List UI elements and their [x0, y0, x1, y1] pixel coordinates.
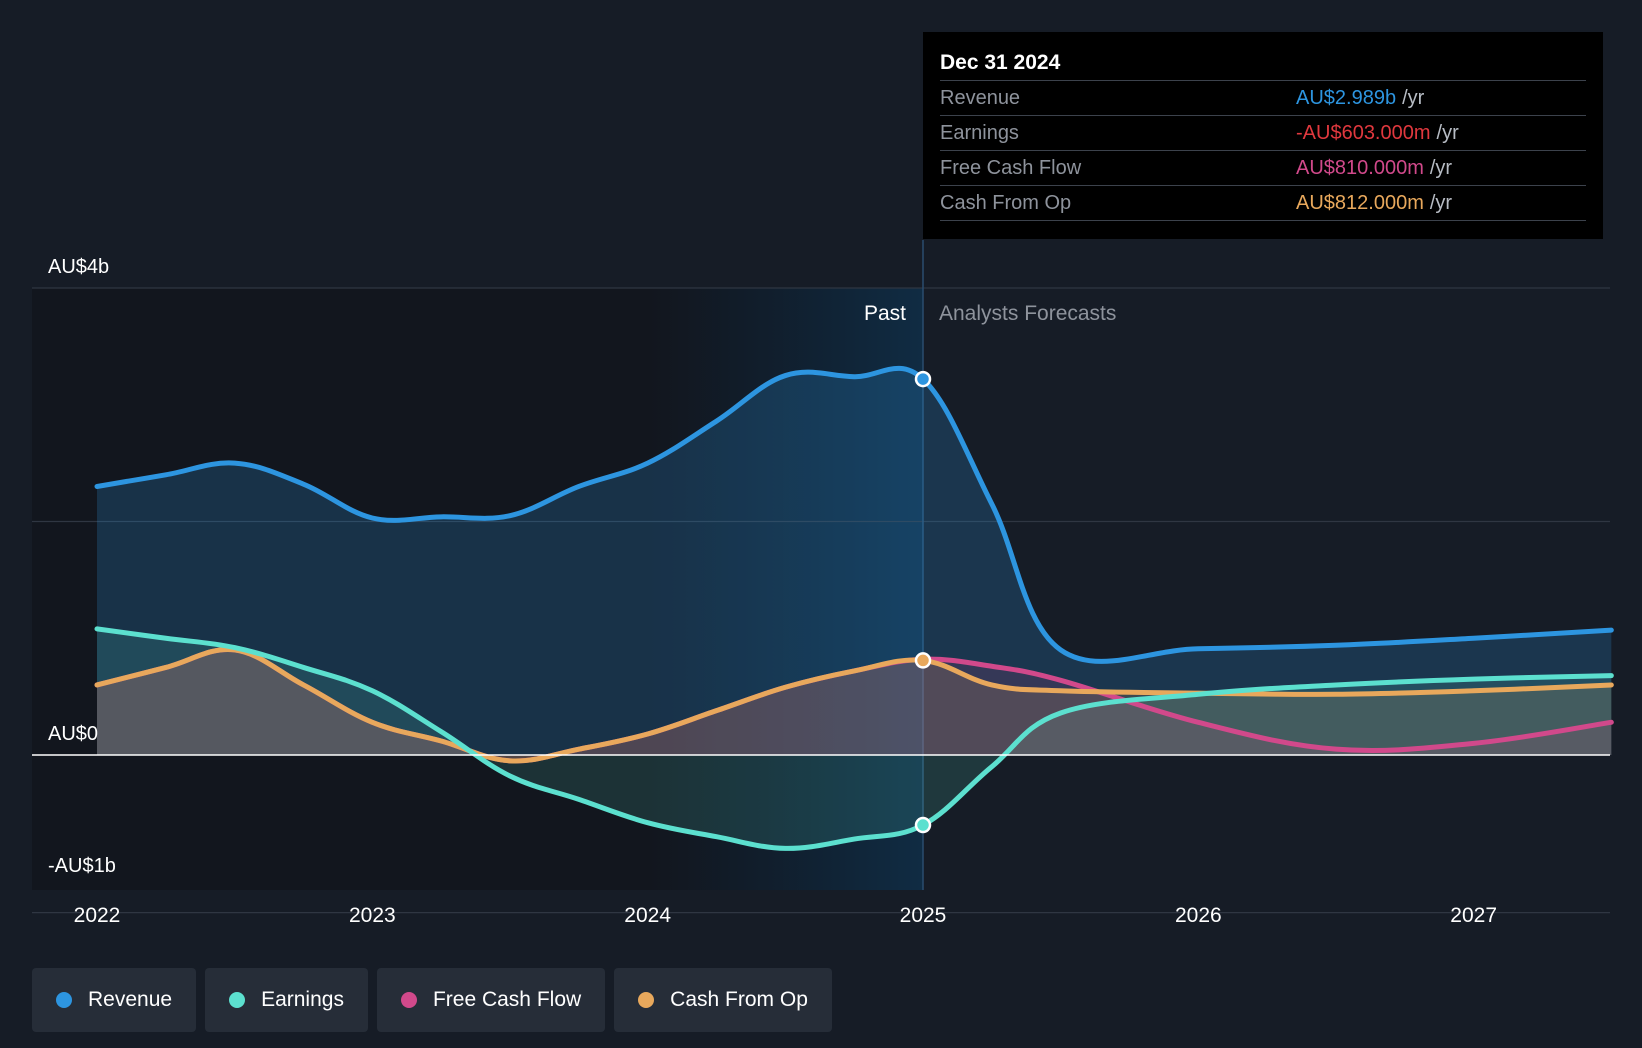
legend-item-free-cash-flow[interactable]: Free Cash Flow: [376, 968, 606, 1032]
tooltip-value: AU$812.000m: [1296, 192, 1424, 214]
revenue-line: [94, 366, 1614, 664]
cfo-marker[interactable]: [914, 652, 932, 669]
revenue-area: [97, 368, 1612, 755]
x-axis-tick: 2025: [900, 904, 947, 927]
tooltip-label: Revenue: [940, 87, 1021, 109]
y-axis-label: -AU$1b: [48, 855, 116, 877]
tooltip-unit: /yr: [1429, 192, 1453, 214]
earnings-dot-icon: [229, 992, 246, 1008]
cash-from-op-dot-icon: [638, 992, 655, 1008]
tooltip-unit: /yr: [1429, 157, 1453, 179]
y-axis-label: AU$0: [48, 723, 98, 745]
legend-label: Revenue: [88, 988, 173, 1011]
x-axis-tick: 2026: [1175, 904, 1222, 927]
tooltip-row-revenue: Revenue AU$2.989b /yr: [940, 80, 1586, 115]
x-axis-tick: 2022: [74, 904, 121, 927]
legend-label: Cash From Op: [670, 988, 808, 1011]
x-axis-tick: 2027: [1450, 904, 1497, 927]
tooltip-unit: /yr: [1402, 87, 1425, 109]
earnings-marker[interactable]: [914, 816, 932, 834]
earnings-line: [94, 626, 1614, 851]
legend: Revenue Earnings Free Cash Flow Cash Fro…: [32, 968, 832, 1032]
legend-label: Earnings: [261, 988, 344, 1011]
tooltip-value: AU$810.000m: [1296, 157, 1424, 179]
tooltip-label: Free Cash Flow: [940, 157, 1082, 179]
cfo-line: [94, 646, 1614, 764]
x-axis-tick: 2024: [624, 904, 671, 927]
legend-item-revenue[interactable]: Revenue: [32, 968, 197, 1032]
revenue-dot-icon: [56, 992, 72, 1008]
tooltip-row-cfo: Cash From Op AU$812.000m /yr: [940, 185, 1586, 221]
tooltip-label: Cash From Op: [940, 192, 1072, 214]
tooltip-value: -AU$603.000m: [1296, 122, 1431, 144]
highlight-band: [647, 288, 923, 890]
free-cash-flow-dot-icon: [400, 992, 417, 1008]
past-label: Past: [864, 302, 906, 325]
y-axis-label: AU$4b: [48, 256, 109, 278]
tooltip-row-fcf: Free Cash Flow AU$810.000m /yr: [940, 150, 1586, 185]
tooltip-unit: /yr: [1436, 122, 1459, 144]
forecast-label: Analysts Forecasts: [939, 302, 1116, 325]
legend-item-earnings[interactable]: Earnings: [205, 968, 368, 1032]
tooltip-date: Dec 31 2024: [940, 51, 1061, 74]
revenue-marker[interactable]: [914, 370, 932, 388]
legend-item-cash-from-op[interactable]: Cash From Op: [614, 968, 832, 1032]
tooltip-label: Earnings: [940, 122, 1019, 144]
tooltip-row-earnings: Earnings -AU$603.000m /yr: [940, 115, 1586, 150]
legend-label: Free Cash Flow: [432, 988, 582, 1011]
tooltip: Dec 31 2024 Revenue AU$2.989b /yr Earnin…: [923, 32, 1603, 239]
tooltip-value: AU$2.989b: [1296, 87, 1397, 109]
x-axis-tick: 2023: [349, 904, 396, 927]
